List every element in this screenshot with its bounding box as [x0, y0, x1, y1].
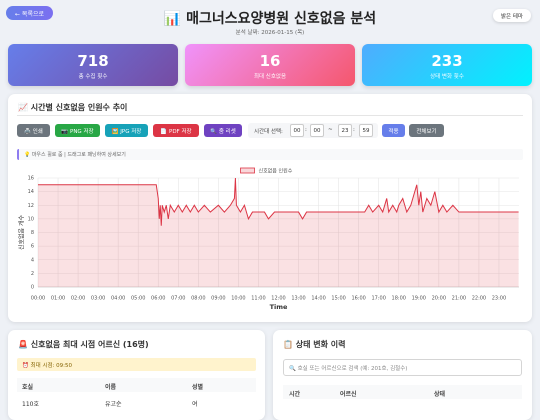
x-tick-label: 11:00: [251, 296, 265, 302]
stat-card: 233 상태 변화 횟수: [362, 44, 532, 86]
x-tick-label: 23:00: [492, 296, 506, 302]
column-header: 호실: [22, 384, 34, 391]
line: [38, 177, 519, 226]
search-input[interactable]: 🔍 호실 또는 어르신으로 검색 (예: 201호, 김철수): [283, 359, 522, 376]
column-header: 이름: [105, 384, 117, 391]
divider: [17, 115, 523, 116]
column-header: 시간: [289, 391, 301, 398]
stat-label: 총 수집 횟수: [78, 74, 108, 80]
x-tick-label: 19:00: [412, 296, 426, 302]
x-tick-label: 17:00: [371, 296, 385, 302]
x-tick-label: 15:00: [331, 296, 345, 302]
y-tick-label: 8: [31, 230, 34, 236]
tilde: ~: [328, 127, 333, 133]
y-tick-label: 0: [31, 285, 34, 291]
stat-label: 상태 변화 횟수: [430, 74, 464, 80]
y-tick-label: 12: [28, 203, 34, 209]
x-tick-label: 12:00: [271, 296, 285, 302]
apply-button[interactable]: 적용: [382, 124, 405, 137]
time-range: 시간대 선택: 00 : 00 ~ 23 : 59: [248, 123, 378, 138]
alert-box: ⏰ 최대 시점: 09:50: [17, 358, 256, 371]
column-header: 성별: [192, 384, 204, 391]
x-tick-label: 22:00: [472, 296, 486, 302]
stat-value: 16: [259, 52, 281, 70]
x-tick-label: 04:00: [111, 296, 125, 302]
y-tick-label: 2: [31, 271, 34, 277]
y-tick-label: 10: [28, 216, 34, 222]
show-all-button[interactable]: 전체보기: [409, 124, 444, 137]
max-card-title: 🚨 신호없음 최대 시점 어르신 (16명): [18, 340, 149, 349]
x-tick-label: 13:00: [291, 296, 305, 302]
colon: :: [305, 127, 307, 133]
column-header: 어르신: [340, 391, 357, 398]
stat-card: 718 총 수집 횟수: [8, 44, 178, 86]
x-tick-label: 06:00: [151, 296, 165, 302]
legend-swatch: [240, 167, 255, 174]
print-button[interactable]: 🖨️ 인쇄: [17, 124, 50, 137]
x-tick-label: 01:00: [51, 296, 65, 302]
cell: 여: [192, 401, 198, 408]
x-tick-label: 20:00: [432, 296, 446, 302]
chart-card-title: 📈 시간별 신호없음 인원수 추이: [18, 103, 128, 112]
end-hour[interactable]: 23: [338, 124, 352, 137]
chart: 0 2 4 6 8 10 12 14 16 00:00 01:00 02:00 03:00 04:00 05…: [18, 167, 519, 311]
history-card-title: 📋 상태 변화 이력: [283, 340, 346, 349]
x-tick-label: 21:00: [452, 296, 466, 302]
hint-box: 💡 마우스 휠로 줌 | 드래그로 패닝하여 상세보기: [17, 149, 523, 160]
x-tick-label: 08:00: [191, 296, 205, 302]
page-title: 📊 매그너스요양병원 신호없음 분석: [163, 11, 377, 27]
jpg-button[interactable]: 🖼️ JPG 저장: [105, 124, 148, 137]
alert-text: ⏰ 최대 시점: 09:50: [22, 363, 73, 369]
analysis-date: 분석 날짜: 2026-01-15 (목): [235, 30, 305, 36]
zoom-reset-button[interactable]: 🔍 줌 리셋: [204, 124, 242, 137]
theme-button[interactable]: 밝은 테마: [493, 9, 531, 22]
y-tick-label: 6: [31, 244, 34, 250]
y-axis-label: 신호없음 개수: [18, 215, 26, 251]
start-minute[interactable]: 00: [310, 124, 324, 137]
page: 신호없음 분석 { "header": { "back": "← 목록으로", …: [6, 6, 532, 420]
y-tick-label: 16: [28, 176, 34, 182]
x-tick-label: 03:00: [91, 296, 105, 302]
dashboard: ← 목록으로 📊 매그너스요양병원 신호없음 분석 분석 날짜: 2026-01…: [6, 6, 532, 420]
stat-label: 최대 신호없음: [253, 74, 287, 80]
stat-card: 16 최대 신호없음: [185, 44, 355, 86]
table-header: [283, 385, 522, 399]
x-tick-label: 05:00: [131, 296, 145, 302]
end-minute[interactable]: 59: [359, 124, 373, 137]
stat-value: 718: [77, 52, 109, 70]
png-button[interactable]: 📷 PNG 저장: [55, 124, 100, 137]
x-tick-label: 02:00: [71, 296, 85, 302]
table-header: [17, 378, 256, 392]
x-tick-label: 16:00: [351, 296, 365, 302]
legend-label: 신호없음 인원수: [259, 168, 293, 175]
start-hour[interactable]: 00: [290, 124, 304, 137]
back-button[interactable]: ← 목록으로: [6, 6, 53, 20]
x-tick-label: 14:00: [311, 296, 325, 302]
pdf-button[interactable]: 📄 PDF 저장: [153, 124, 199, 137]
search-placeholder: 🔍 호실 또는 어르신으로 검색 (예: 201호, 김철수): [289, 366, 408, 372]
colon: :: [353, 127, 355, 133]
y-tick-label: 14: [28, 189, 34, 195]
cell: 110호: [22, 401, 39, 408]
x-tick-label: 07:00: [171, 296, 185, 302]
x-tick-label: 09:00: [211, 296, 225, 302]
range-label: 시간대 선택:: [254, 129, 283, 135]
x-tick-label: 00:00: [31, 296, 45, 302]
hint-text: 💡 마우스 휠로 줌 | 드래그로 패닝하여 상세보기: [24, 152, 126, 158]
cell: 유고순: [105, 401, 122, 408]
x-axis-label: Time: [270, 303, 288, 311]
y-tick-label: 4: [31, 257, 34, 263]
column-header: 상태: [434, 391, 446, 398]
stat-value: 233: [431, 52, 463, 70]
x-tick-label: 10:00: [231, 296, 245, 302]
x-tick-label: 18:00: [392, 296, 406, 302]
